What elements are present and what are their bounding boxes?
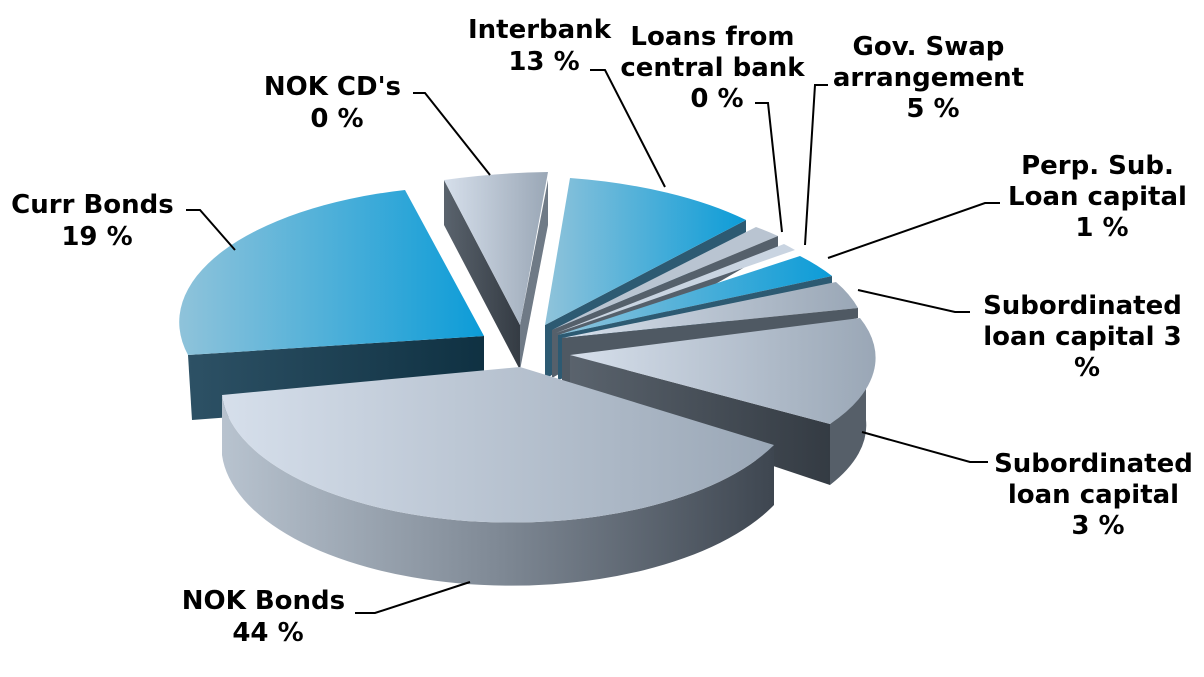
label-subordinated-loan-a: Subordinated loan capital 3 % [983,291,1191,383]
slice-gov-swap [556,244,795,333]
label-perp-sub-loan: Perp. Sub. Loan capital 1 % [1008,151,1196,243]
leader-interbank [590,69,666,188]
leader-lines [186,69,1000,614]
label-gov-swap: Gov. Swap arrangement 5 % [833,32,1033,124]
label-curr-bonds: Curr Bonds 19 % [11,190,183,252]
leader-gov-swap [804,84,828,246]
slice-nok-cds [444,172,548,370]
leader-perp-sub-loan [827,202,1000,259]
label-subordinated-loan-b: Subordinated loan capital 3 % [994,449,1202,541]
label-interbank: Interbank 13 % [468,15,620,77]
leader-loans-central-bank [755,102,783,233]
label-nok-bonds: NOK Bonds 44 % [182,586,354,648]
leader-subordinated-loan-b [861,431,988,463]
leader-nok-cds [413,92,491,176]
leader-curr-bonds [186,209,236,251]
leader-nok-bonds [355,581,471,614]
label-nok-cds: NOK CD's 0 % [264,72,410,134]
slice-nok-bonds [222,367,774,586]
leader-subordinated-loan-a [857,289,970,313]
label-loans-central-bank: Loans from central bank 0 % [620,22,813,114]
